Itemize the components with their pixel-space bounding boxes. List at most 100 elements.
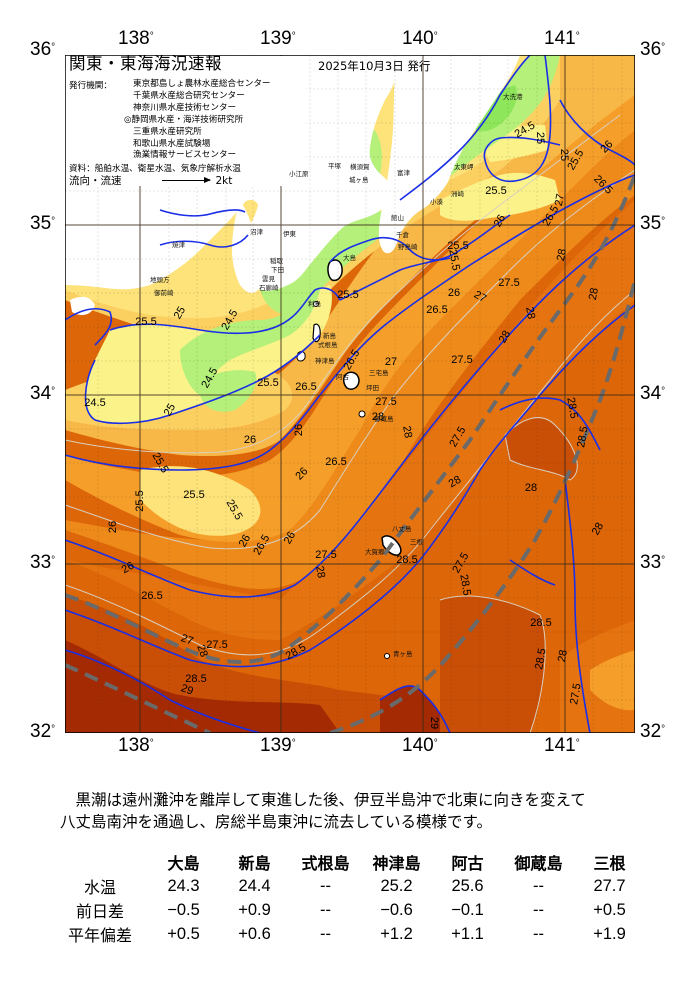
table-cell: --: [533, 924, 544, 943]
table-corner: [52, 850, 148, 874]
contour-label: 28: [194, 643, 209, 659]
place-label: 青ヶ島: [393, 650, 413, 658]
place-label: 坪田: [366, 384, 379, 392]
lat-tick-33-right: 33°: [640, 552, 666, 573]
issuer-item: 神奈川県水産技術センター: [133, 102, 237, 113]
table-row: 水温 24.3 24.4 -- 25.2 25.6 -- 27.7: [52, 874, 645, 898]
contour-label: 26: [237, 533, 254, 550]
contour-label: 28: [523, 306, 537, 320]
place-label: 大洗港: [503, 93, 523, 101]
contour-label: 26: [120, 560, 137, 577]
table-cell: --: [533, 876, 544, 895]
issuer-item: 漁業情報サービスセンター: [133, 150, 237, 161]
contour-label-layer: 24.52525.52525.52626.52726.5282625.525.5…: [84, 119, 615, 729]
contour-label: 27.5: [498, 277, 519, 289]
place-label: 小江原: [289, 170, 309, 178]
table-row: 前日差 −0.5 +0.9 -- −0.6 −0.1 -- +0.5: [52, 898, 645, 922]
table-cell: 24.4: [238, 876, 271, 895]
contour-label: 25.5: [257, 377, 278, 389]
issuer-item: 三重県水産研究所: [133, 126, 202, 137]
table-cell: --: [320, 900, 331, 919]
issuer-item: ◎静岡県水産・海洋技術研究所: [124, 114, 244, 125]
contour-label: 28: [556, 649, 570, 663]
place-label: 三根: [410, 538, 423, 546]
issuers-label: 発行機関：: [69, 81, 112, 91]
issue-date: 2025年10月3日 発行: [318, 59, 431, 73]
contour-label: 28: [447, 474, 464, 491]
contour-label: 28.5: [396, 554, 417, 566]
table-cell: +0.5: [167, 924, 200, 943]
table-cell: +0.6: [238, 924, 271, 943]
place-label: 下田: [271, 266, 284, 274]
table-cell: +1.2: [380, 924, 413, 943]
lat-tick-32-right: 32°: [640, 721, 666, 742]
contour-label: 26: [107, 521, 119, 533]
contour-label: 28: [590, 521, 607, 538]
issuer-item: 東京都島しょ農林水産総合センター: [133, 79, 271, 89]
table-cell: +0.9: [238, 900, 271, 919]
lon-tick-138-top: 138°: [118, 28, 154, 49]
contour-label: 26.5: [295, 381, 316, 393]
lon-tick-139-top: 139°: [260, 28, 296, 49]
row-header: 前日差: [75, 902, 124, 921]
table-cell: −0.5: [167, 900, 200, 919]
contour-label: 25: [558, 149, 570, 161]
place-label: 富津: [397, 169, 410, 177]
lon-tick-139-bottom: 139°: [260, 735, 296, 756]
table-cell: 25.2: [380, 876, 413, 895]
contour-label: 28.5: [564, 396, 580, 419]
contour-label: 25.5: [485, 185, 506, 197]
place-label: 三宅島: [369, 369, 389, 377]
sst-map: 24.5 25 25.5 25 25.5 26 26.5 27 26.5 28 26 25.5 25.5…: [65, 55, 635, 733]
contour-label: 25: [172, 305, 189, 322]
contour-label: 25.5: [183, 489, 204, 501]
contour-label: 28: [313, 565, 327, 579]
lon-tick-140-top: 140°: [402, 28, 438, 49]
contour-label: 28: [497, 329, 514, 346]
place-label: 横須賀: [350, 163, 370, 171]
contour-label: 25.5: [446, 248, 462, 271]
contour-label: 28: [525, 482, 537, 494]
contour-label: 28: [400, 425, 414, 439]
contour-label: 27.5: [451, 354, 472, 366]
issuer-item: 千葉県水産総合研究センター: [133, 90, 245, 101]
column-header: 御蔵島: [514, 854, 563, 873]
place-label: 石廊崎: [259, 284, 279, 292]
contour-label: 27: [385, 356, 397, 368]
place-label: 千倉: [396, 231, 409, 239]
lat-tick-34-right: 34°: [640, 383, 666, 404]
data-sources: 資料：船舶水温、衛星水温、気象庁解析水温: [69, 164, 241, 174]
contour-label: 25: [162, 402, 179, 419]
column-header: 新島: [238, 854, 271, 873]
table-row: 平年偏差 +0.5 +0.6 -- +1.2 +1.1 -- +1.9: [52, 922, 645, 946]
place-label: 利島: [308, 300, 321, 308]
contour-label: 29: [428, 717, 440, 729]
place-label: 小湊: [430, 198, 443, 206]
place-label: 神津島: [315, 357, 335, 365]
flow-legend-label: 流向・流速: [69, 175, 122, 187]
contour-label: 25.5: [447, 240, 468, 252]
contour-label: 28.5: [185, 673, 206, 685]
table-cell: 25.6: [451, 876, 484, 895]
table-header-row: 大島 新島 式根島 神津島 阿古 御蔵島 三根: [52, 850, 645, 874]
table-cell: --: [533, 900, 544, 919]
place-label: 伊東: [283, 230, 296, 238]
column-header: 式根島: [301, 854, 350, 873]
lat-tick-35-right: 35°: [640, 213, 666, 234]
contour-label: 28: [587, 287, 601, 301]
table-cell: +1.1: [451, 924, 484, 943]
place-label: 式根島: [318, 341, 338, 349]
flow-arrow-icon: [161, 177, 211, 183]
place-label: 御蔵島: [374, 415, 394, 423]
flow-legend: 流向・流速 2kt: [69, 173, 232, 188]
row-header: 平年偏差: [67, 926, 132, 945]
table-cell: +0.5: [593, 900, 626, 919]
contour-label: 26.5: [141, 590, 162, 602]
contour-label: 26: [492, 213, 509, 230]
contour-label: 28: [555, 248, 569, 262]
lat-tick-34-left: 34°: [30, 383, 56, 404]
table-cell: 24.3: [167, 876, 200, 895]
sst-map-canvas: 24.52525.52525.52626.52726.5282625.525.5…: [65, 55, 635, 733]
lat-tick-32-left: 32°: [30, 721, 56, 742]
place-label: 稲取: [270, 257, 283, 265]
